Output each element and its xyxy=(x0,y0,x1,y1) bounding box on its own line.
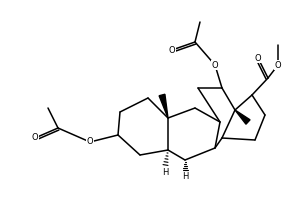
Polygon shape xyxy=(159,94,168,118)
Text: O: O xyxy=(212,61,218,69)
Text: O: O xyxy=(275,61,281,69)
Polygon shape xyxy=(235,110,250,124)
Text: O: O xyxy=(87,137,93,146)
Text: O: O xyxy=(169,46,175,55)
Text: H: H xyxy=(162,168,168,177)
Text: H: H xyxy=(182,172,188,181)
Text: O: O xyxy=(255,54,261,62)
Text: O: O xyxy=(32,133,38,143)
